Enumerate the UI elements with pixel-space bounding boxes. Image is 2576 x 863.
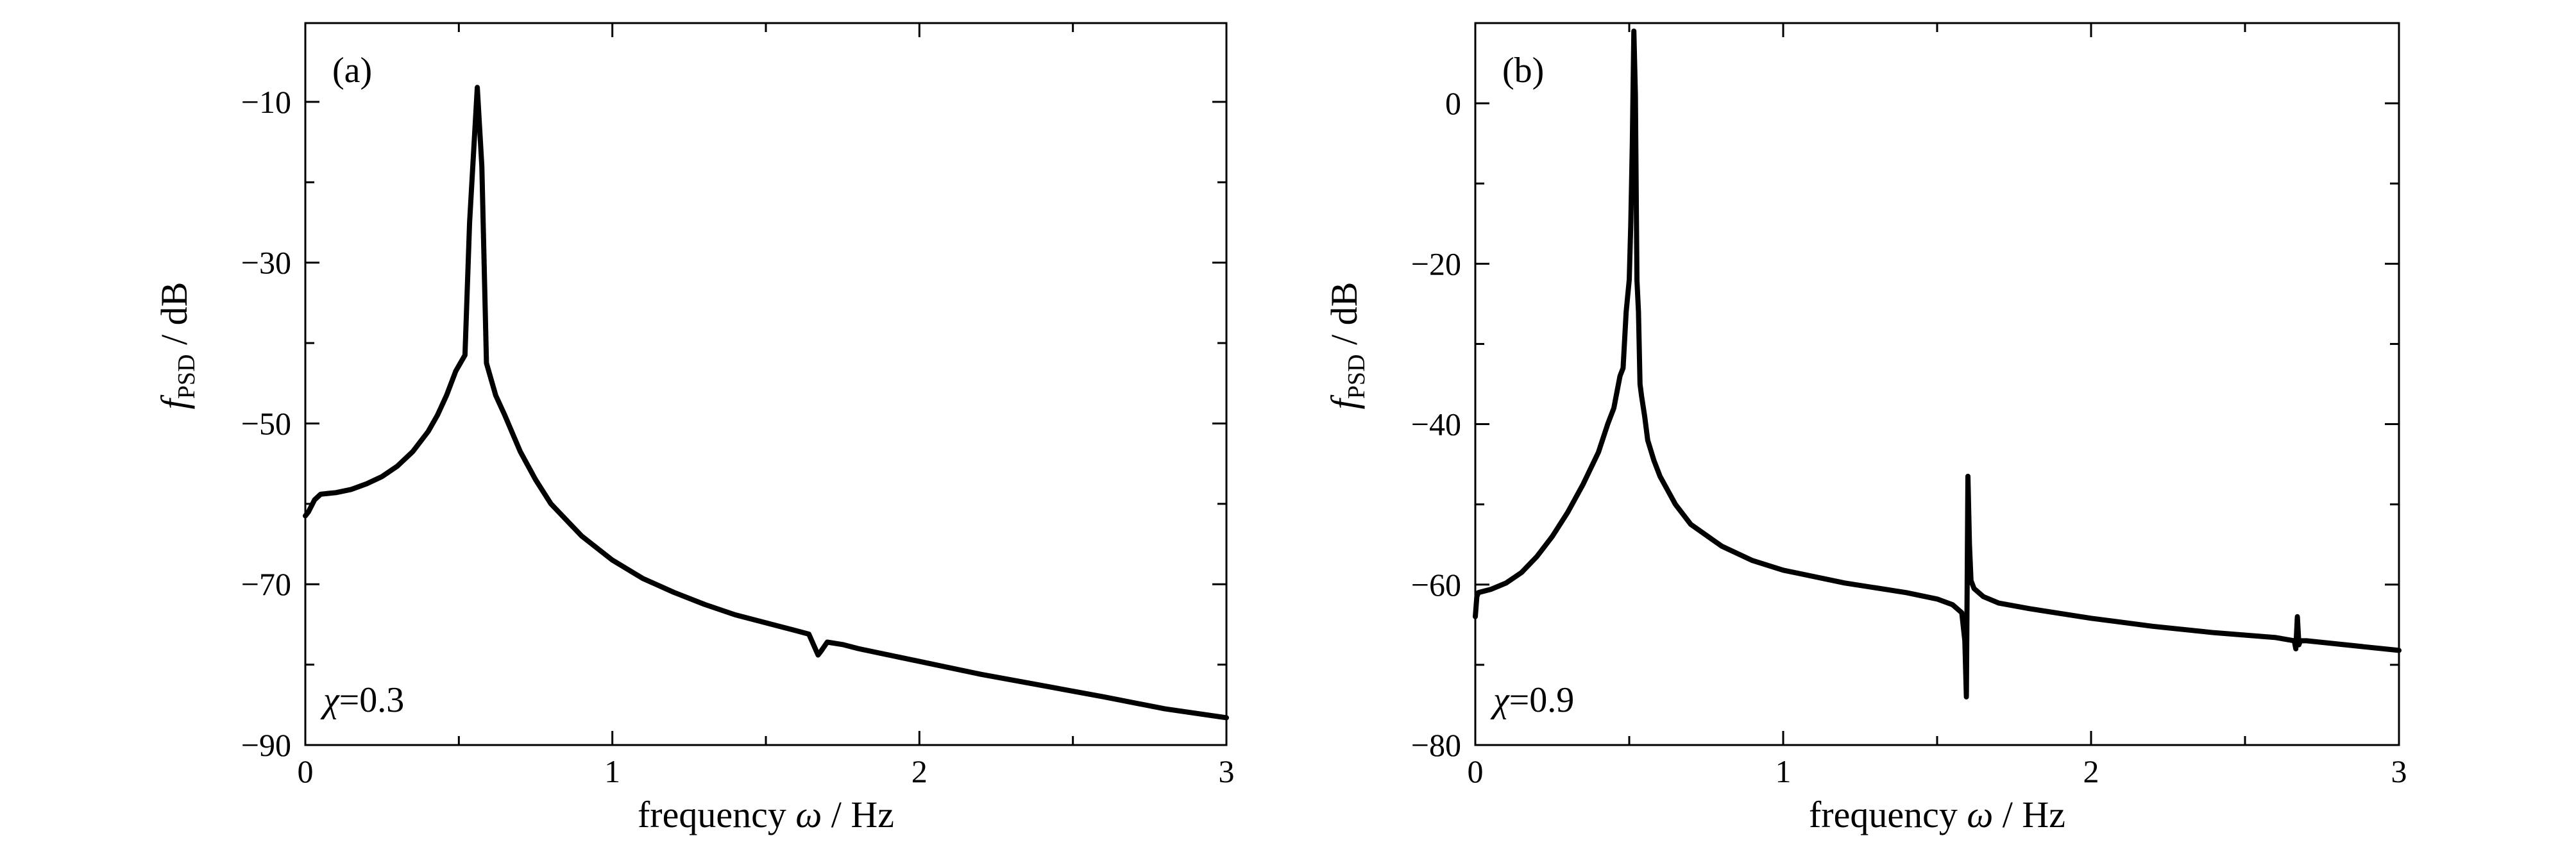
- x-tick-label: 0: [298, 753, 314, 789]
- x-tick-label: 0: [1468, 753, 1484, 789]
- y-tick-label: −70: [241, 566, 291, 602]
- chi-annotation: χ=0.9: [1490, 680, 1574, 720]
- panel-label: (a): [332, 51, 372, 90]
- x-tick-label: 2: [2083, 753, 2099, 789]
- y-tick-label: −60: [1411, 567, 1461, 603]
- x-axis-label: frequency ω / Hz: [638, 794, 894, 835]
- panel-label: (b): [1502, 51, 1544, 90]
- panel-a: 0 1 2 3 −90 −70 −50 −30 −10 frequency ω / Hz fPSD …: [153, 22, 1235, 835]
- x-tick-label: 1: [1775, 753, 1792, 789]
- x-tick-label: 2: [911, 753, 928, 789]
- y-tick-label: −20: [1411, 246, 1461, 281]
- x-tick-label: 3: [2391, 753, 2407, 789]
- y-tick-label: −40: [1411, 406, 1461, 442]
- psd-curve: [1473, 28, 2402, 700]
- y-tick-label: 0: [1445, 85, 1461, 121]
- x-axis-label: frequency ω / Hz: [1809, 794, 2065, 835]
- y-tick-label: −50: [241, 405, 291, 441]
- y-tick-label: −10: [241, 84, 291, 120]
- psd-curve: [303, 85, 1229, 721]
- chi-annotation: χ=0.3: [320, 680, 404, 720]
- panel-b: 0 1 2 3 −80 −60 −40 −20 0 frequency ω / Hz fPSD / …: [1323, 22, 2407, 835]
- y-tick-label: −80: [1411, 727, 1461, 763]
- y-axis-label: fPSD / dB: [153, 282, 200, 410]
- y-tick-label: −90: [241, 727, 291, 763]
- x-tick-label: 1: [604, 753, 620, 789]
- y-axis-label: fPSD / dB: [1323, 282, 1370, 410]
- plot-frame: [304, 22, 1228, 746]
- x-tick-label: 3: [1219, 753, 1235, 789]
- y-tick-label: −30: [241, 245, 291, 281]
